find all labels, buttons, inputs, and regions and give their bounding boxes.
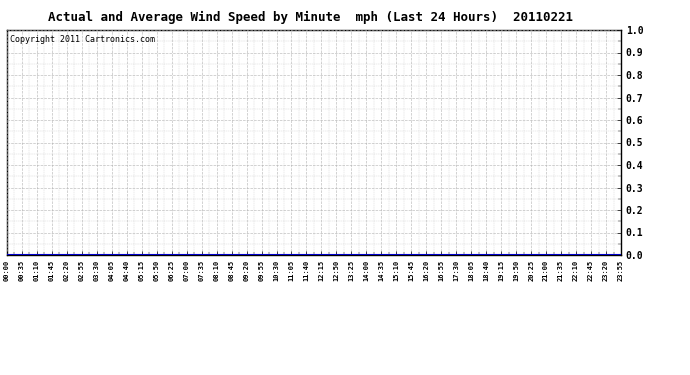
Text: Actual and Average Wind Speed by Minute  mph (Last 24 Hours)  20110221: Actual and Average Wind Speed by Minute … [48,11,573,24]
Text: Copyright 2011 Cartronics.com: Copyright 2011 Cartronics.com [10,34,155,44]
